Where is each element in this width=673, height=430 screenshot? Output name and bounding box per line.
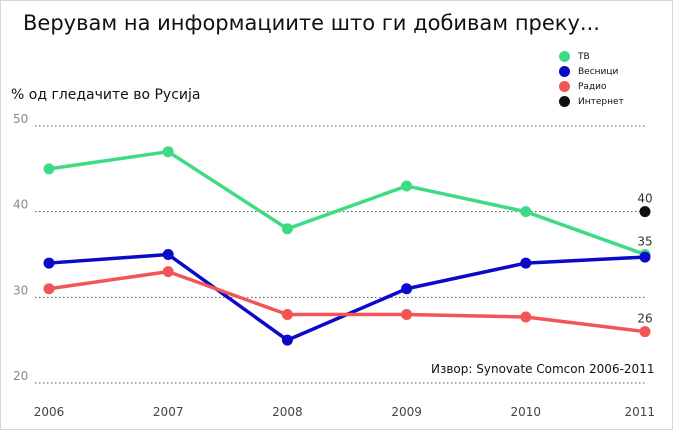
end-label-radio: 26 — [637, 312, 652, 326]
legend-label-newspapers: Весници — [578, 66, 619, 77]
end-label-tv: 35 — [637, 235, 652, 249]
point-newspapers-2008 — [281, 334, 293, 346]
point-newspapers-2007 — [162, 249, 174, 260]
point-newspapers-2011 — [639, 251, 651, 263]
point-newspapers-2010 — [520, 257, 532, 269]
x-tick-label-2009: 2009 — [391, 405, 422, 419]
point-radio-2008 — [281, 308, 293, 320]
x-tick-label-2006: 2006 — [34, 405, 65, 419]
end-label-internet: 40 — [637, 192, 652, 206]
point-tv-2006 — [43, 163, 55, 175]
series-line-radio — [48, 269, 646, 334]
legend-label-radio: Радио — [578, 81, 607, 92]
y-tick-label-40: 40 — [13, 198, 28, 212]
legend: ТВ Весници Радио Интернет — [559, 49, 624, 109]
y-tick-label-30: 30 — [13, 283, 28, 297]
legend-swatch-tv — [559, 51, 570, 62]
series-line-tv — [48, 149, 646, 257]
legend-swatch-newspapers — [559, 66, 570, 77]
x-tick-label-2011: 2011 — [624, 405, 655, 419]
y-tick-label-20: 20 — [13, 369, 28, 383]
point-internet-2011 — [639, 206, 651, 218]
legend-item-radio: Радио — [559, 79, 624, 94]
legend-item-newspapers: Весници — [559, 64, 624, 79]
point-radio-2011 — [639, 326, 651, 338]
point-tv-2009 — [401, 180, 413, 192]
point-radio-2010 — [520, 311, 532, 323]
x-tick-label-2010: 2010 — [511, 405, 542, 419]
legend-item-internet: Интернет — [559, 94, 624, 109]
legend-item-tv: ТВ — [559, 49, 624, 64]
point-radio-2007 — [162, 266, 174, 278]
point-newspapers-2006 — [43, 257, 55, 269]
point-tv-2010 — [520, 206, 532, 218]
point-radio-2009 — [401, 308, 413, 320]
point-radio-2006 — [43, 283, 55, 295]
legend-swatch-internet — [559, 96, 570, 107]
legend-label-internet: Интернет — [578, 96, 624, 107]
y-tick-label-50: 50 — [13, 112, 28, 126]
legend-label-tv: ТВ — [578, 51, 590, 62]
legend-swatch-radio — [559, 81, 570, 92]
source-note: Извор: Synovate Comcon 2006-2011 — [429, 362, 657, 376]
point-tv-2007 — [162, 146, 174, 158]
y-axis-label: % од гледачите во Русија — [11, 87, 201, 103]
x-tick-label-2007: 2007 — [153, 405, 184, 419]
x-tick-label-2008: 2008 — [272, 405, 303, 419]
point-tv-2008 — [281, 223, 293, 235]
point-newspapers-2009 — [401, 283, 413, 295]
chart-title: Верувам на информациите што ги добивам п… — [23, 11, 600, 35]
